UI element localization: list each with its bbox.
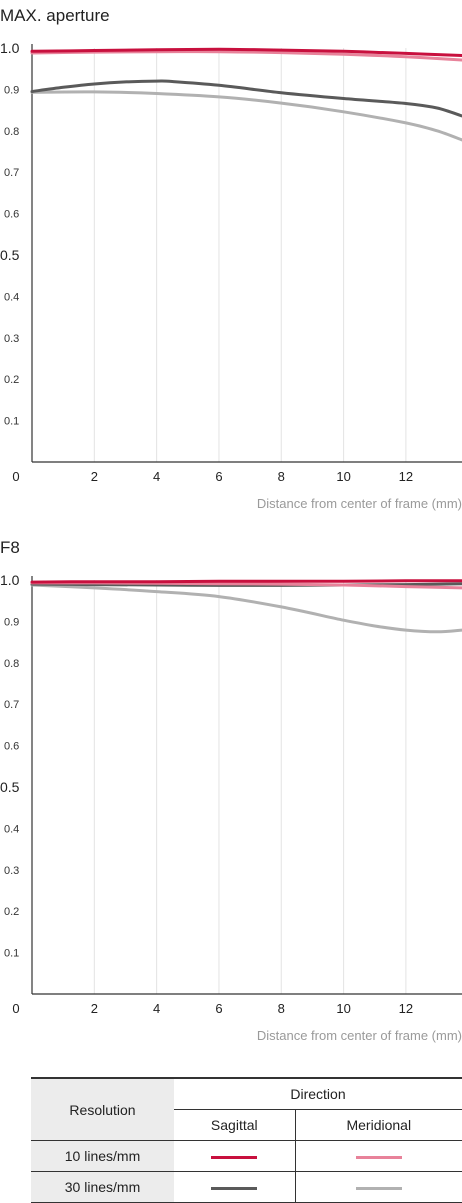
legend-table: Resolution Direction Sagittal Meridional… — [31, 1077, 462, 1203]
chart-f8: F8 1.0 0.5 0.9 0.8 0.7 0.6 0.4 0.3 0.2 0.1 0 2 4 6 8 10 1… — [0, 538, 462, 1043]
y-tick-label: 0.5 — [0, 779, 20, 795]
x-tick-label: 8 — [278, 469, 285, 484]
x-axis-label: Distance from center of frame (mm) — [257, 1028, 462, 1043]
y-tick-label: 1.0 — [0, 40, 20, 56]
y-tick-label: 0.6 — [4, 209, 19, 221]
x-axis-label: Distance from center of frame (mm) — [257, 496, 462, 511]
y-tick-label: 0.4 — [4, 823, 19, 835]
x-tick-label: 6 — [215, 1001, 222, 1016]
y-tick-label: 0.7 — [4, 699, 19, 711]
x-tick-label: 6 — [215, 469, 222, 484]
x-tick-label: 0 — [12, 1001, 19, 1016]
series-line-m10 — [30, 50, 462, 62]
legend-row-10-meridional — [295, 1140, 462, 1172]
series-line-s30 — [30, 79, 462, 118]
x-tick-label: 0 — [12, 469, 19, 484]
y-tick-label: 0.1 — [4, 416, 19, 428]
x-tick-label: 10 — [336, 469, 350, 484]
chart-title: MAX. aperture — [0, 6, 110, 25]
x-tick-label: 4 — [153, 1001, 160, 1016]
y-tick-label: 0.8 — [4, 126, 19, 138]
x-tick-label: 12 — [399, 1001, 413, 1016]
y-tick-label: 0.2 — [4, 906, 19, 918]
legend-meridional-header: Meridional — [346, 1117, 412, 1133]
series-line-m30 — [30, 583, 462, 634]
y-tick-label: 1.0 — [0, 572, 20, 588]
y-tick-label: 0.9 — [4, 84, 19, 96]
y-tick-label: 0.7 — [4, 167, 19, 179]
legend-row-10-label: 10 lines/mm — [31, 1140, 174, 1172]
series-line-m30 — [30, 90, 462, 142]
y-tick-label: 0.4 — [4, 291, 19, 303]
y-tick-label: 0.3 — [4, 333, 19, 345]
y-tick-label: 0.1 — [4, 948, 19, 960]
legend-swatch-10-meridional — [355, 1155, 402, 1159]
y-tick-label: 0.3 — [4, 865, 19, 877]
series-line-s10 — [30, 579, 462, 584]
x-tick-label: 8 — [278, 1001, 285, 1016]
legend-row-30-meridional — [295, 1171, 462, 1203]
legend-sagittal-header: Sagittal — [174, 1109, 296, 1141]
x-tick-label: 4 — [153, 469, 160, 484]
y-tick-label: 0.6 — [4, 741, 19, 753]
legend-swatch-30-meridional — [355, 1186, 402, 1190]
y-tick-label: 0.8 — [4, 658, 19, 670]
legend-resolution-header: Resolution — [31, 1077, 174, 1141]
chart-max-aperture: MAX. aperture 1.0 0.5 0.9 0.8 0.7 0.6 0.4 0.3 0.2… — [0, 6, 462, 511]
legend-row-30-label: 30 lines/mm — [31, 1171, 174, 1203]
series-line-s30 — [30, 582, 462, 587]
y-tick-label: 0.5 — [0, 247, 20, 263]
x-tick-label: 2 — [91, 469, 98, 484]
y-tick-label: 0.2 — [4, 374, 19, 386]
y-tick-label: 0.9 — [4, 616, 19, 628]
x-tick-label: 12 — [399, 469, 413, 484]
legend-row-30-sagittal — [174, 1171, 296, 1203]
legend-direction-header: Direction — [174, 1077, 462, 1110]
legend-swatch-30-sagittal — [211, 1186, 258, 1190]
x-tick-label: 2 — [91, 1001, 98, 1016]
series-line-s10 — [30, 47, 462, 57]
legend-row-10-sagittal — [174, 1140, 296, 1172]
legend-swatch-10-sagittal — [211, 1155, 258, 1159]
chart-title: F8 — [0, 538, 20, 557]
x-tick-label: 10 — [336, 1001, 350, 1016]
